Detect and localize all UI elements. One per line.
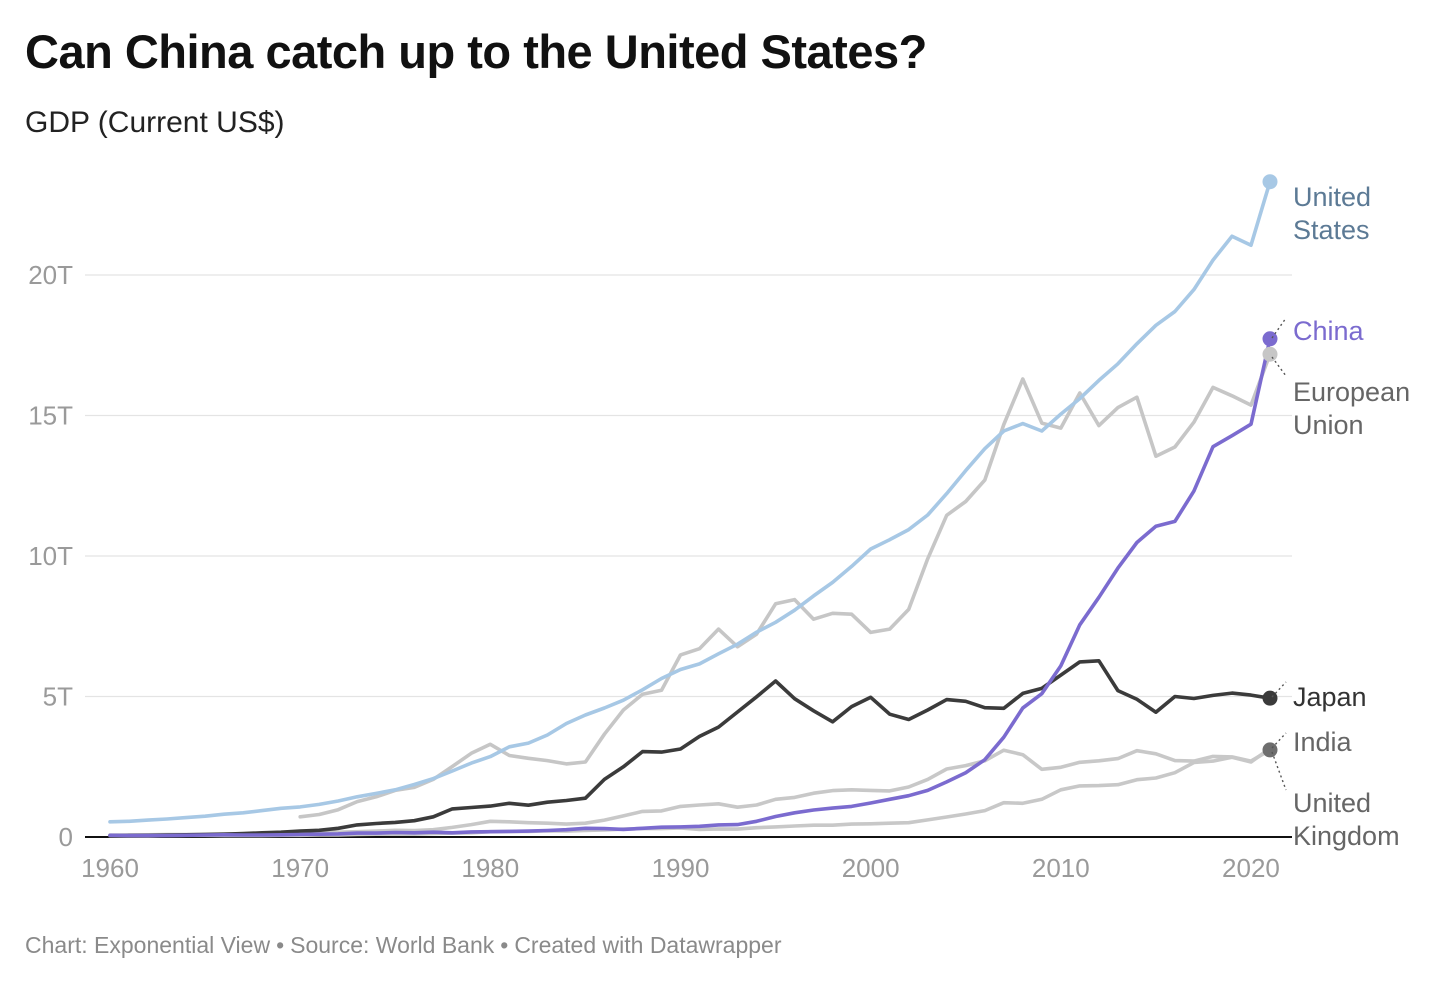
x-tick-label: 2020 xyxy=(1222,853,1280,883)
end-marker-eu xyxy=(1262,346,1278,362)
footer-source: Source: World Bank xyxy=(290,932,495,958)
x-tick-label: 1960 xyxy=(81,853,139,883)
series-line-japan xyxy=(108,659,1272,838)
series-line-uk xyxy=(108,748,1272,837)
y-tick-label: 10T xyxy=(28,541,73,571)
series-label-line: India xyxy=(1293,727,1353,757)
y-tick-label: 15T xyxy=(28,401,73,431)
y-axis-ticks: 0 5T 10T 15T 20T xyxy=(28,260,73,852)
series-line-eu xyxy=(298,352,1272,819)
series-label-line: United xyxy=(1293,788,1371,818)
series-label-line: States xyxy=(1293,215,1370,245)
label-connector-uk xyxy=(1271,751,1287,791)
series-lines xyxy=(108,174,1278,838)
series-label-line: Union xyxy=(1293,410,1364,440)
series-line-us xyxy=(108,179,1272,824)
chart-subtitle: GDP (Current US$) xyxy=(25,106,285,139)
label-connector-india xyxy=(1271,732,1287,749)
series-label-line: Kingdom xyxy=(1293,821,1400,851)
footer-separator: • xyxy=(276,932,285,958)
series-label-line: European xyxy=(1293,377,1410,407)
label-connector-eu xyxy=(1271,356,1287,377)
series-label-china: China xyxy=(1293,316,1365,346)
series-label-india: India xyxy=(1293,727,1353,757)
end-marker-uk xyxy=(1262,742,1278,758)
y-tick-label: 20T xyxy=(28,260,73,290)
label-connector-japan xyxy=(1271,681,1287,698)
series-label-eu: European Union xyxy=(1293,377,1410,440)
series-line-china xyxy=(108,337,1272,838)
series-label-japan: Japan xyxy=(1293,682,1367,712)
y-tick-label: 0 xyxy=(59,822,73,852)
chart-footer: Chart: Exponential View • Source: World Ba… xyxy=(25,932,782,959)
footer-chart-credit: Chart: Exponential View xyxy=(25,932,271,958)
series-label-line: Japan xyxy=(1293,682,1367,712)
end-marker-china xyxy=(1262,331,1278,347)
x-tick-label: 2010 xyxy=(1032,853,1090,883)
series-label-uk: United Kingdom xyxy=(1293,788,1400,851)
series-label-line: United xyxy=(1293,182,1371,212)
series-label-line: China xyxy=(1293,316,1365,346)
x-tick-label: 2000 xyxy=(842,853,900,883)
x-tick-label: 1970 xyxy=(271,853,329,883)
x-tick-label: 1980 xyxy=(461,853,519,883)
y-tick-label: 5T xyxy=(43,682,73,712)
chart-title: Can China catch up to the United States? xyxy=(25,25,927,78)
footer-created-with: Created with Datawrapper xyxy=(514,932,782,958)
gridlines xyxy=(85,274,1292,838)
series-label-us: United States xyxy=(1293,182,1371,245)
footer-separator: • xyxy=(500,932,509,958)
x-tick-label: 1990 xyxy=(652,853,710,883)
x-axis-ticks: 1960 1970 1980 1990 2000 2010 2020 xyxy=(81,853,1280,883)
label-connector-china xyxy=(1271,317,1287,339)
end-marker-us xyxy=(1262,174,1278,190)
end-marker-japan xyxy=(1262,690,1278,706)
